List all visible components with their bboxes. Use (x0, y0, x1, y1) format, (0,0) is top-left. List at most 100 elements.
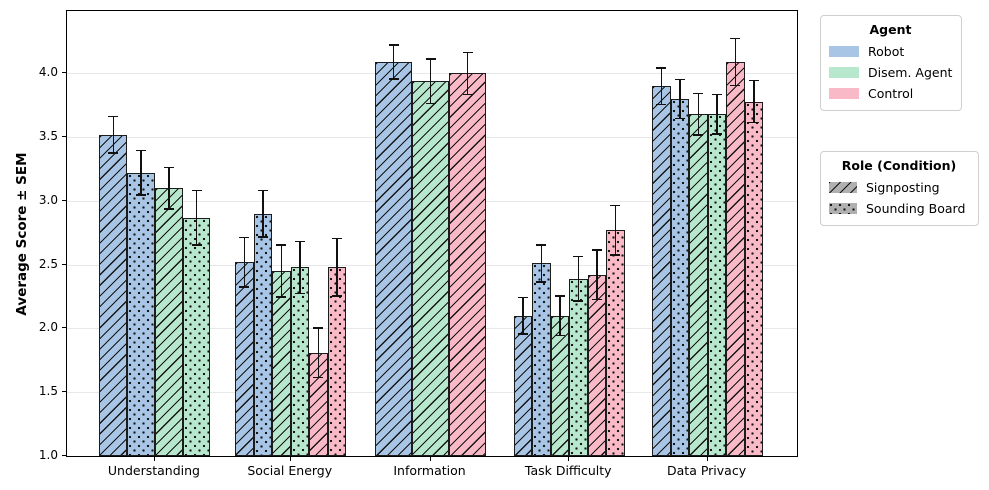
error-bar (660, 67, 663, 106)
y-tick-label: 4.0 (38, 65, 58, 80)
error-bar-cap (462, 51, 473, 54)
bar-control-sounding-board (744, 101, 764, 456)
error-bar-cap (517, 296, 528, 299)
error-bar-cap (748, 79, 759, 82)
y-tick-mark (62, 263, 66, 265)
error-bar-cap (674, 117, 685, 120)
legend-swatch-robot (829, 46, 859, 57)
error-bar-cap (674, 78, 685, 81)
error-bar-cap (108, 115, 119, 118)
bar-robot-sounding-board (532, 263, 551, 456)
error-bar (317, 327, 320, 379)
legend-swatch-signposting (829, 182, 857, 193)
error-bar-cap (656, 67, 667, 69)
error-bar-cap (536, 244, 547, 246)
legend-agent-label: Robot (868, 44, 905, 59)
error-bar-cap (730, 37, 741, 40)
error-bar (243, 236, 246, 288)
legend-agent-label: Control (868, 86, 914, 101)
error-bar (614, 204, 617, 256)
y-axis-label: Average Score ± SEM (14, 152, 30, 316)
error-bar (112, 115, 115, 154)
bar-robot-signposting (99, 134, 128, 456)
bar-disem-agent-signposting (412, 81, 450, 456)
x-tick-mark (289, 457, 291, 461)
error-bar (140, 149, 142, 196)
bar-robot-signposting (652, 86, 671, 456)
legend-role-row: Sounding Board (829, 198, 969, 219)
y-tick-mark (62, 72, 66, 74)
error-bar-cap (108, 152, 119, 154)
error-bar-cap (730, 84, 741, 87)
legend-role-label: Signposting (866, 180, 940, 195)
error-bar (392, 44, 395, 80)
bar-disem-agent-sounding-board (707, 114, 727, 456)
x-tick-mark (706, 457, 708, 461)
error-bar-cap (591, 249, 602, 251)
error-bar-cap (276, 296, 287, 298)
error-bar (195, 189, 198, 246)
y-tick-label: 1.5 (38, 384, 58, 399)
error-bar-cap (163, 208, 174, 210)
error-bar (577, 255, 580, 302)
bar-disem-agent-sounding-board (182, 217, 211, 456)
error-bar-cap (257, 236, 268, 238)
legend-agent-row: Robot (829, 41, 952, 62)
y-tick-label: 2.5 (38, 256, 58, 271)
legend-agent-title: Agent (869, 22, 912, 37)
error-bar-cap (711, 133, 722, 135)
bar-robot-signposting (513, 315, 533, 456)
bar-robot-sounding-board (253, 213, 273, 456)
error-bar-cap (239, 286, 250, 288)
bar-disem-agent-signposting (154, 188, 183, 456)
error-bar-cap (656, 103, 667, 106)
gridline (67, 73, 797, 75)
x-tick-label-social-energy: Social Energy (247, 463, 333, 478)
error-bar-cap (331, 295, 342, 297)
y-tick-mark (62, 327, 66, 329)
error-bar-cap (425, 58, 436, 60)
error-bar-cap (748, 121, 759, 124)
error-bar (540, 244, 543, 283)
error-bar-cap (331, 237, 342, 240)
bar-robot-signposting (375, 62, 413, 456)
error-bar (522, 296, 524, 335)
legend-agent-label: Disem. Agent (868, 65, 953, 80)
error-bar-cap (136, 194, 147, 196)
x-tick-mark (429, 457, 431, 461)
error-bar-cap (693, 92, 704, 95)
error-bar-cap (693, 134, 704, 136)
error-bar-cap (191, 244, 202, 246)
legend-agent-row: Disem. Agent (829, 62, 952, 83)
y-tick-label: 2.0 (38, 320, 58, 335)
error-bar (299, 240, 301, 295)
error-bar-cap (462, 93, 473, 96)
error-bar-cap (711, 93, 722, 96)
x-tick-label-data-privacy: Data Privacy (667, 463, 747, 478)
error-bar-cap (554, 295, 565, 297)
bar-disem-agent-signposting (550, 315, 570, 456)
plot-area (66, 10, 798, 457)
error-bar-cap (591, 298, 602, 301)
bar-control-sounding-board (606, 230, 625, 456)
error-bar (168, 166, 170, 210)
error-bar-cap (425, 102, 436, 105)
legend-swatch-sounding-board (829, 203, 857, 214)
error-bar-cap (554, 334, 565, 337)
error-bar-cap (610, 204, 621, 207)
error-bar-cap (388, 78, 399, 80)
error-bar-cap (573, 300, 584, 302)
error-bar-cap (610, 254, 621, 256)
x-tick-label-information: Information (393, 463, 466, 478)
legend-agent: Agent Robot Disem. Agent Control (820, 15, 962, 111)
bar-control-sounding-board (327, 267, 347, 456)
bar-disem-agent-signposting (689, 114, 708, 456)
error-bar-cap (136, 149, 147, 152)
x-tick-mark (568, 457, 570, 461)
error-bar-cap (536, 281, 547, 283)
y-tick-mark (62, 455, 66, 456)
error-bar (716, 93, 718, 135)
bar-control-signposting (449, 73, 487, 456)
bar-control-signposting (587, 274, 607, 456)
